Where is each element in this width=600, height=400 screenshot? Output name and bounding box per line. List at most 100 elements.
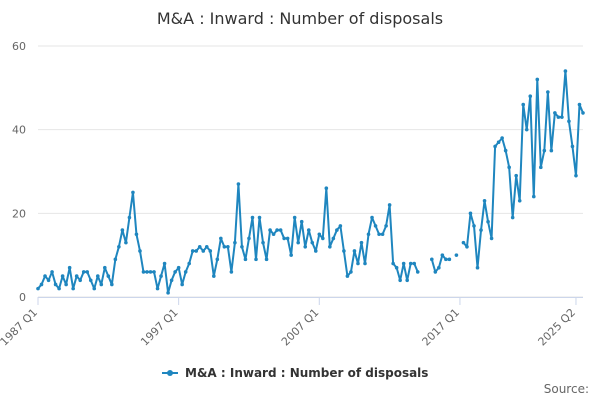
data-point[interactable] <box>331 236 336 241</box>
data-point[interactable] <box>310 240 315 245</box>
data-point[interactable] <box>138 249 142 253</box>
data-point[interactable] <box>53 282 58 287</box>
data-point[interactable] <box>377 232 381 237</box>
data-point[interactable] <box>197 245 202 249</box>
data-point[interactable] <box>577 102 582 107</box>
data-point[interactable] <box>303 245 308 249</box>
data-point[interactable] <box>493 144 497 149</box>
data-point[interactable] <box>134 232 139 237</box>
data-point[interactable] <box>183 270 188 274</box>
data-point[interactable] <box>482 198 487 203</box>
data-point[interactable] <box>296 240 300 245</box>
data-point[interactable] <box>113 257 118 262</box>
data-point[interactable] <box>373 224 378 228</box>
data-point[interactable] <box>57 286 61 291</box>
data-point[interactable] <box>155 286 160 291</box>
data-point[interactable] <box>152 270 156 274</box>
data-point[interactable] <box>247 236 251 241</box>
data-point[interactable] <box>531 194 536 199</box>
data-point[interactable] <box>489 236 494 241</box>
data-point[interactable] <box>521 102 526 107</box>
data-point[interactable] <box>74 274 79 278</box>
data-point[interactable] <box>215 257 220 262</box>
data-point[interactable] <box>405 278 409 283</box>
data-point[interactable] <box>380 232 385 237</box>
data-point[interactable] <box>285 236 290 241</box>
data-point[interactable] <box>408 261 413 266</box>
data-point[interactable] <box>356 261 360 266</box>
data-point[interactable] <box>349 270 353 274</box>
data-point[interactable] <box>226 245 230 249</box>
data-point[interactable] <box>391 261 395 266</box>
data-point[interactable] <box>510 215 515 220</box>
data-point[interactable] <box>447 257 452 262</box>
data-point[interactable] <box>465 245 469 249</box>
data-point[interactable] <box>317 232 322 237</box>
data-point[interactable] <box>352 249 357 253</box>
data-point[interactable] <box>546 90 550 94</box>
data-point[interactable] <box>204 245 209 249</box>
data-point[interactable] <box>359 240 364 245</box>
data-point[interactable] <box>500 136 504 140</box>
data-point[interactable] <box>60 274 65 278</box>
data-point[interactable] <box>542 148 547 153</box>
data-point[interactable] <box>328 245 332 249</box>
data-point[interactable] <box>264 257 269 262</box>
data-point[interactable] <box>236 182 241 186</box>
data-point[interactable] <box>278 228 283 232</box>
data-point[interactable] <box>313 249 318 253</box>
data-point[interactable] <box>250 215 255 220</box>
data-point[interactable] <box>535 77 540 82</box>
data-point[interactable] <box>574 173 578 178</box>
data-point[interactable] <box>338 224 343 228</box>
data-point[interactable] <box>222 245 227 249</box>
data-point[interactable] <box>240 245 244 249</box>
data-point[interactable] <box>539 165 543 170</box>
data-point[interactable] <box>229 270 234 274</box>
data-point[interactable] <box>475 265 480 270</box>
legend[interactable]: M&A : Inward : Number of disposals <box>162 366 428 380</box>
data-point[interactable] <box>415 270 420 274</box>
data-point[interactable] <box>106 274 111 278</box>
data-point[interactable] <box>257 215 262 220</box>
data-point[interactable] <box>43 274 47 278</box>
legend-label[interactable]: M&A : Inward : Number of disposals <box>185 366 428 380</box>
data-point[interactable] <box>289 253 293 257</box>
data-point[interactable] <box>36 286 40 291</box>
data-point[interactable] <box>524 127 529 132</box>
data-point[interactable] <box>173 270 177 274</box>
data-point[interactable] <box>88 278 93 283</box>
data-point[interactable] <box>468 211 473 216</box>
data-point[interactable] <box>99 282 104 287</box>
data-point[interactable] <box>430 257 434 262</box>
data-point[interactable] <box>345 274 350 278</box>
data-point[interactable] <box>570 144 575 149</box>
data-point[interactable] <box>117 245 121 249</box>
data-point[interactable] <box>78 278 82 283</box>
data-point[interactable] <box>292 215 297 220</box>
data-point[interactable] <box>461 240 466 245</box>
data-point[interactable] <box>567 119 571 124</box>
data-point[interactable] <box>201 249 206 253</box>
data-point[interactable] <box>120 228 125 232</box>
data-point[interactable] <box>394 265 399 270</box>
data-point[interactable] <box>271 232 276 237</box>
data-point[interactable] <box>92 286 97 291</box>
data-point[interactable] <box>67 265 72 270</box>
data-point[interactable] <box>124 240 128 245</box>
data-point[interactable] <box>162 261 167 266</box>
data-point[interactable] <box>437 265 441 270</box>
data-point[interactable] <box>306 228 311 232</box>
data-point[interactable] <box>363 261 367 266</box>
data-point[interactable] <box>412 261 417 266</box>
data-point[interactable] <box>208 249 213 253</box>
data-point[interactable] <box>180 282 184 287</box>
data-point[interactable] <box>219 236 223 241</box>
data-point[interactable] <box>560 115 564 119</box>
data-point[interactable] <box>549 148 554 153</box>
data-point[interactable] <box>103 265 107 270</box>
data-point[interactable] <box>556 115 561 119</box>
data-point[interactable] <box>148 270 153 274</box>
data-point[interactable] <box>324 186 329 191</box>
data-point[interactable] <box>384 224 388 228</box>
